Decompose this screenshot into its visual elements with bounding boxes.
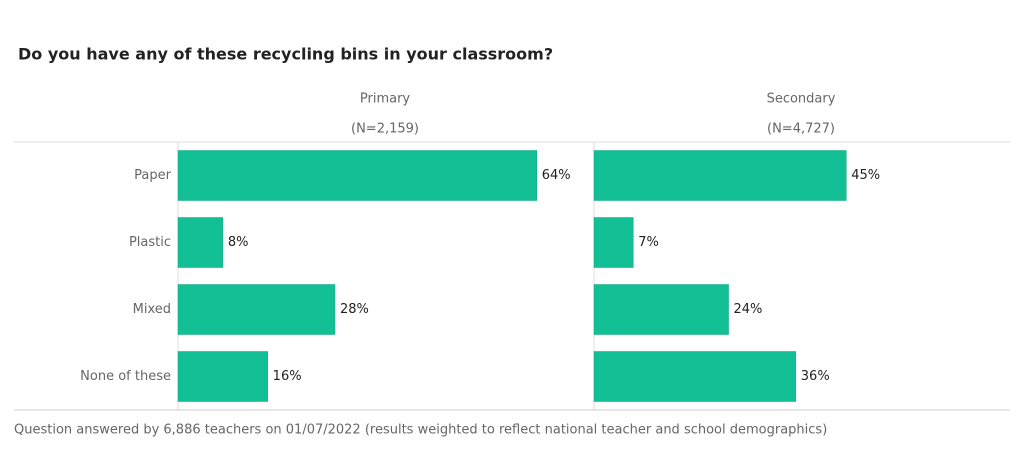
value-label: 7%: [638, 235, 659, 250]
value-label: 16%: [273, 369, 302, 384]
value-label: 28%: [340, 302, 369, 317]
category-label: Paper: [134, 168, 171, 183]
panel-subtitle: (N=2,159): [351, 122, 419, 137]
bar: [593, 351, 797, 402]
panel-title: Primary: [360, 92, 411, 107]
bar: [177, 150, 537, 201]
bar: [177, 284, 336, 335]
footnote: Question answered by 6,886 teachers on 0…: [14, 423, 827, 438]
value-label: 24%: [734, 302, 763, 317]
bar: [593, 150, 847, 201]
bar: [177, 351, 268, 402]
bar: [593, 217, 634, 268]
value-label: 45%: [851, 168, 880, 183]
category-label: Mixed: [133, 302, 171, 317]
value-label: 64%: [542, 168, 571, 183]
value-label: 36%: [801, 369, 830, 384]
bar: [593, 284, 729, 335]
panel-subtitle: (N=4,727): [767, 122, 835, 137]
panel-title: Secondary: [767, 92, 836, 107]
chart-title: Do you have any of these recycling bins …: [18, 45, 553, 64]
category-label: Plastic: [129, 235, 171, 250]
bar: [177, 217, 224, 268]
category-label: None of these: [80, 369, 171, 384]
value-label: 8%: [228, 235, 249, 250]
